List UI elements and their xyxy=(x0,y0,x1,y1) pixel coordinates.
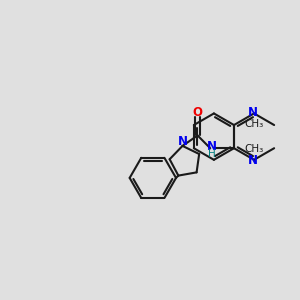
Text: N: N xyxy=(248,154,258,167)
Text: O: O xyxy=(193,106,202,119)
Text: N: N xyxy=(248,106,258,119)
Text: N: N xyxy=(207,140,217,153)
Text: CH₃: CH₃ xyxy=(244,119,264,129)
Text: H: H xyxy=(208,149,216,160)
Text: CH₃: CH₃ xyxy=(244,144,264,154)
Text: N: N xyxy=(178,135,188,148)
